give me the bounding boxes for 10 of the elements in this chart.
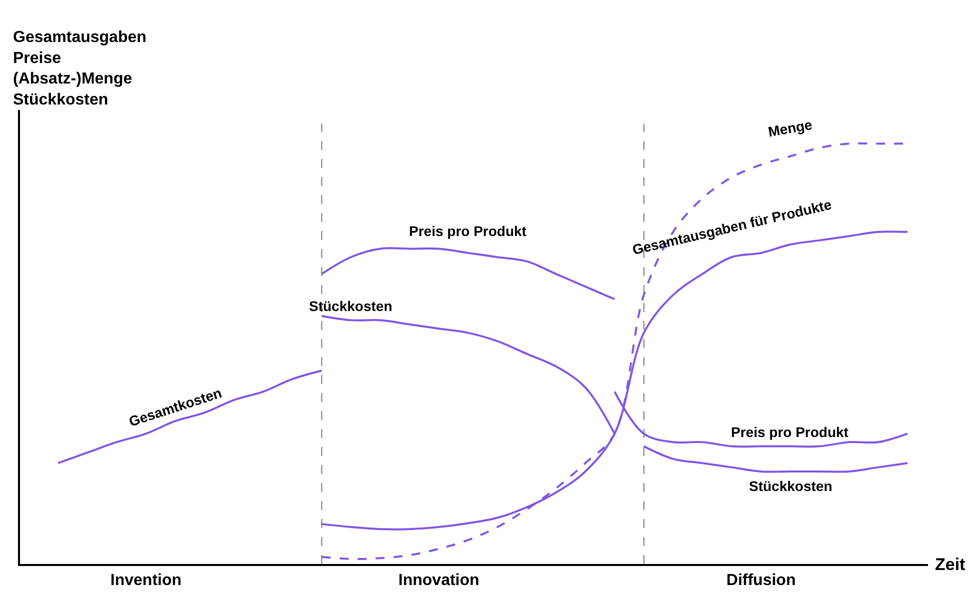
text: Menge [766,116,814,140]
series-label: Stückkosten [309,298,392,314]
series-label: Stückkosten [749,478,832,494]
x-tick-label: Innovation [398,572,480,590]
y-axis-title: Gesamtausgaben Preise (Absatz-)Menge Stückkosten [13,29,146,108]
x-tick-label: Invention [110,572,182,590]
x-tick-label: Diffusion [726,572,796,590]
x-axis-title: Zeit [935,555,966,574]
series-label: Preis pro Produkt [409,223,527,239]
series-label: Preis pro Produkt [731,424,849,440]
